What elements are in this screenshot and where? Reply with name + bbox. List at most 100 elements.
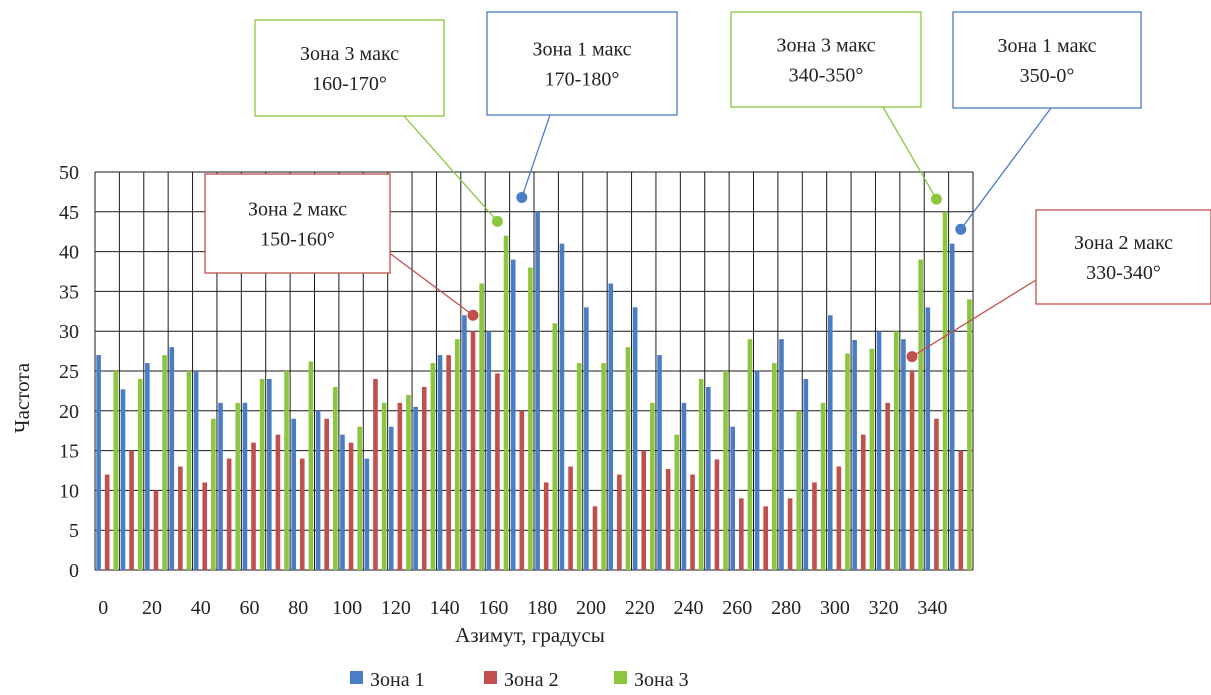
- bar-zona-3-190: [576, 363, 582, 570]
- bar-zona-3-250: [723, 371, 728, 570]
- bar-zona-2-310: [860, 434, 866, 570]
- y-tick-label: 45: [59, 202, 79, 224]
- annotation-callout: Зона 3 макс 340-350°: [730, 11, 942, 205]
- callout-leader-line: [882, 106, 937, 200]
- bar-zona-1-200: [584, 307, 589, 570]
- bar-zona-3-90: [332, 386, 338, 570]
- x-tick-label: 320: [869, 597, 899, 619]
- x-tick-label: 300: [820, 597, 850, 619]
- bar-zona-3-0: [113, 371, 119, 570]
- bar-zona-1-80: [291, 418, 297, 570]
- bar-zona-2-280: [787, 498, 793, 570]
- bar-zona-1-130: [413, 406, 418, 570]
- bar-zona-1-10: [120, 389, 126, 570]
- bar-zona-2-260: [739, 498, 744, 570]
- bar-zona-3-270: [771, 363, 777, 570]
- callout-label-line-2: 160-170°: [312, 73, 387, 95]
- bar-zona-1-120: [388, 426, 394, 570]
- y-tick-label: 30: [59, 321, 79, 343]
- x-tick-label: 80: [288, 597, 308, 619]
- bar-zona-1-180: [535, 211, 540, 571]
- x-tick-label: 340: [917, 597, 947, 619]
- callout-leader-line: [521, 114, 551, 198]
- x-tick-label: 0: [98, 597, 108, 619]
- bar-zona-2-100: [348, 442, 354, 570]
- bar-zona-3-290: [820, 402, 826, 570]
- bar-zona-2-70: [275, 434, 281, 570]
- callout-label-line-1: Зона 3 макс: [776, 35, 875, 57]
- bar-zona-2-210: [617, 474, 622, 570]
- bar-zona-2-200: [592, 506, 598, 570]
- bar-zona-1-40: [193, 371, 199, 570]
- bar-zona-1-300: [827, 315, 833, 570]
- bar-zona-1-140: [437, 355, 443, 570]
- bar-zona-2-250: [714, 459, 720, 570]
- bar-zona-2-60: [251, 442, 256, 570]
- bar-zona-2-140: [446, 355, 451, 570]
- bar-zona-2-340: [934, 418, 939, 570]
- bar-zona-3-210: [625, 347, 631, 570]
- x-tick-label: 280: [771, 597, 801, 619]
- y-tick-label: 40: [59, 242, 79, 264]
- bar-zona-1-330: [901, 339, 906, 570]
- bar-zona-2-30: [178, 466, 183, 570]
- x-tick-label: 220: [625, 597, 655, 619]
- x-axis-title: Азимут, градусы: [455, 623, 605, 647]
- callout-box: [952, 11, 1142, 109]
- callout-leader-line: [960, 107, 1052, 230]
- bar-zona-2-130: [421, 386, 427, 570]
- callout-label-line-2: 170-180°: [545, 69, 620, 91]
- bar-zona-1-30: [169, 347, 175, 570]
- bar-zona-3-260: [747, 339, 753, 570]
- bar-zona-1-150: [462, 315, 467, 570]
- callout-leader-line: [403, 115, 498, 222]
- bar-zona-3-30: [186, 371, 192, 570]
- bar-zona-2-150: [470, 331, 476, 570]
- bar-zona-1-260: [730, 426, 736, 570]
- bar-zona-1-90: [315, 410, 321, 570]
- bar-zona-3-10: [137, 378, 143, 570]
- callout-leader-line: [911, 279, 1037, 358]
- x-tick-label: 20: [142, 597, 162, 619]
- chart-annotations: Зона 3 макс 160-170° Зона 1 макс 170-180° Зо…: [204, 11, 1211, 363]
- x-axis-ticks: 0 20 40 60 80 100 120 140 160 180 200 220 240 260 280 3…: [98, 597, 947, 619]
- y-tick-label: 50: [59, 162, 79, 184]
- callout-box: [730, 11, 922, 108]
- y-tick-label: 20: [59, 401, 79, 423]
- callout-marker: [955, 223, 967, 235]
- bar-zona-2-10: [129, 450, 134, 570]
- callout-label-line-2: 150-160°: [260, 229, 335, 251]
- annotation-callout: Зона 1 макс 350-0°: [952, 11, 1142, 235]
- bar-zona-3-170: [528, 267, 533, 570]
- bar-zona-2-170: [519, 410, 525, 570]
- bar-zona-3-200: [601, 363, 606, 570]
- bar-zona-1-70: [267, 378, 272, 570]
- legend-label: Зона 3: [634, 669, 689, 691]
- bar-zona-1-270: [754, 371, 760, 570]
- bar-zona-1-60: [242, 402, 248, 570]
- bar-zona-2-180: [543, 482, 549, 570]
- bar-zona-3-340: [942, 211, 948, 571]
- annotation-callout: Зона 2 макс 150-160°: [204, 173, 479, 321]
- x-tick-label: 120: [381, 597, 411, 619]
- bar-zona-2-20: [153, 490, 159, 570]
- callout-leader-line: [387, 251, 474, 316]
- x-tick-label: 100: [332, 597, 362, 619]
- bar-zona-1-110: [364, 458, 370, 570]
- bar-zona-2-110: [373, 378, 378, 570]
- y-tick-label: 5: [69, 520, 79, 542]
- x-tick-label: 260: [722, 597, 752, 619]
- callout-marker: [906, 351, 918, 363]
- y-tick-label: 35: [59, 281, 79, 303]
- bar-zona-1-290: [803, 378, 809, 570]
- bar-zona-1-50: [218, 402, 223, 570]
- x-tick-label: 180: [527, 597, 557, 619]
- bar-zona-1-220: [632, 307, 638, 570]
- y-tick-label: 10: [59, 480, 79, 502]
- bar-zona-3-40: [211, 418, 216, 570]
- legend-item-zona-1: Зона 1: [350, 669, 425, 691]
- callout-label-line-1: Зона 1 макс: [997, 35, 1096, 57]
- x-tick-label: 240: [674, 597, 704, 619]
- bar-zona-2-240: [690, 474, 695, 570]
- callout-box: [1035, 209, 1211, 305]
